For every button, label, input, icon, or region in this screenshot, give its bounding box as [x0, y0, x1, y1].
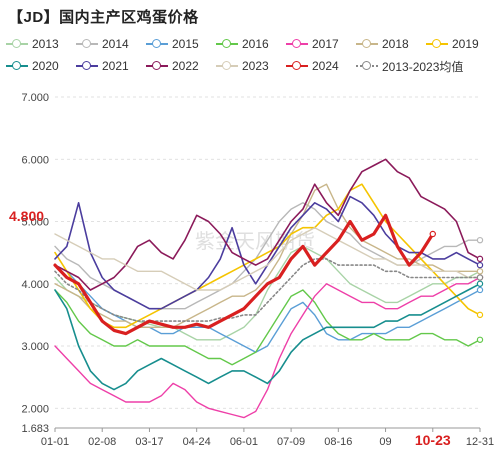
legend-item[interactable]: 2018 [356, 36, 409, 52]
series-end-point-2016 [476, 336, 484, 343]
legend-symbol [216, 60, 238, 72]
current-value-label: 4.800 [9, 208, 44, 224]
watermark-text: 紫金天风期货 [195, 229, 315, 253]
legend-label: 2020 [32, 59, 59, 73]
x-tick-label: 12-31 [466, 436, 494, 448]
x-tick-label: 06-01 [230, 436, 258, 448]
series-end-point-2019 [476, 311, 484, 319]
x-tick-label: 04-24 [183, 436, 211, 448]
legend-item[interactable]: 2022 [146, 58, 199, 74]
x-tick-label: 02-08 [88, 436, 116, 448]
series-line-2018 [54, 183, 481, 328]
axis-layer: 2.000 3.000 4.000 5.000 6.000 7.000 1.68301-01… [21, 92, 494, 448]
legend-symbol [76, 38, 98, 50]
series-line-2017 [54, 276, 481, 419]
y-tick-label: 3.000 [21, 341, 49, 353]
legend-item[interactable]: 2019 [426, 36, 479, 52]
legend-label: 2013-2023均值 [382, 59, 464, 74]
label-layer: 4.800 [9, 208, 44, 224]
series-line-2016 [54, 289, 481, 366]
series-line-2019 [54, 183, 481, 329]
legend-symbol [426, 38, 448, 50]
series-end-point-2024 [429, 230, 436, 238]
legend-label: 2017 [312, 37, 339, 51]
legend-label: 2014 [102, 37, 129, 51]
legend-item[interactable]: 2013-2023均值 [356, 58, 463, 74]
legend-label: 2022 [172, 59, 199, 73]
legend-label: 2023 [242, 59, 269, 73]
legend-symbol [216, 38, 238, 50]
x-tick-label: 01-01 [41, 436, 69, 448]
series-layer [53, 158, 484, 419]
legend-symbol [6, 60, 28, 72]
legend-symbol [286, 38, 308, 50]
x-tick-label: 09 [379, 436, 391, 448]
watermark-layer: 紫金天风期货 [195, 229, 315, 253]
y-tick-label: 5.000 [21, 217, 49, 229]
x-tick-label: 07-09 [277, 436, 305, 448]
y-tick-label: 7.000 [21, 92, 49, 104]
series-end-point-2020 [476, 280, 484, 287]
legend-symbol [356, 38, 378, 50]
series-end-point-2018 [476, 268, 484, 275]
legend-label: 2016 [242, 37, 269, 51]
legend-label: 2019 [452, 37, 479, 51]
series-end-point-2013-2023均值 [476, 274, 484, 281]
series-end-point-2022 [476, 255, 484, 263]
series-line-2020 [54, 282, 481, 391]
series-line-2024 [53, 213, 435, 336]
y-tick-label: 6.000 [21, 154, 49, 166]
legend-item[interactable]: 2023 [216, 58, 269, 74]
y-tick-label: 4.000 [21, 279, 49, 291]
series-end-point-2014 [476, 236, 484, 244]
y-tick-label: 2.000 [21, 403, 49, 415]
x-tick-label: 08-16 [324, 436, 352, 448]
x-tick-label: 03-17 [135, 436, 163, 448]
legend-label: 2018 [382, 37, 409, 51]
legend-item[interactable]: 2013 [6, 36, 59, 52]
legend-item[interactable]: 2017 [286, 36, 339, 52]
legend-symbol [286, 60, 308, 72]
legend-item[interactable]: 2016 [216, 36, 269, 52]
legend-label: 2024 [312, 59, 339, 73]
chart-title: 【JD】国内主产区鸡蛋价格 [8, 9, 199, 26]
legend-symbol [356, 60, 378, 72]
y-min-label: 1.683 [21, 423, 49, 435]
legend-symbol [146, 38, 168, 50]
legend-item[interactable]: 2021 [76, 58, 129, 74]
x-tick-label-highlight: 10-23 [415, 432, 451, 448]
legend-label: 2013 [32, 37, 59, 51]
legend-label: 2021 [102, 59, 129, 73]
legend-symbol [146, 60, 168, 72]
legend-symbol [76, 60, 98, 72]
legend-item[interactable]: 2020 [6, 58, 59, 74]
series-end-point-2015 [476, 286, 484, 294]
legend-item[interactable]: 2015 [146, 36, 199, 52]
legend-symbol [6, 38, 28, 50]
series-end-point-2021 [476, 261, 484, 269]
series-line-2022 [54, 158, 481, 291]
series-line-2013-2023均值 [54, 258, 481, 322]
legend-item[interactable]: 2014 [76, 36, 129, 52]
legend-label: 2015 [172, 37, 199, 51]
legend-item[interactable]: 2024 [286, 58, 339, 74]
